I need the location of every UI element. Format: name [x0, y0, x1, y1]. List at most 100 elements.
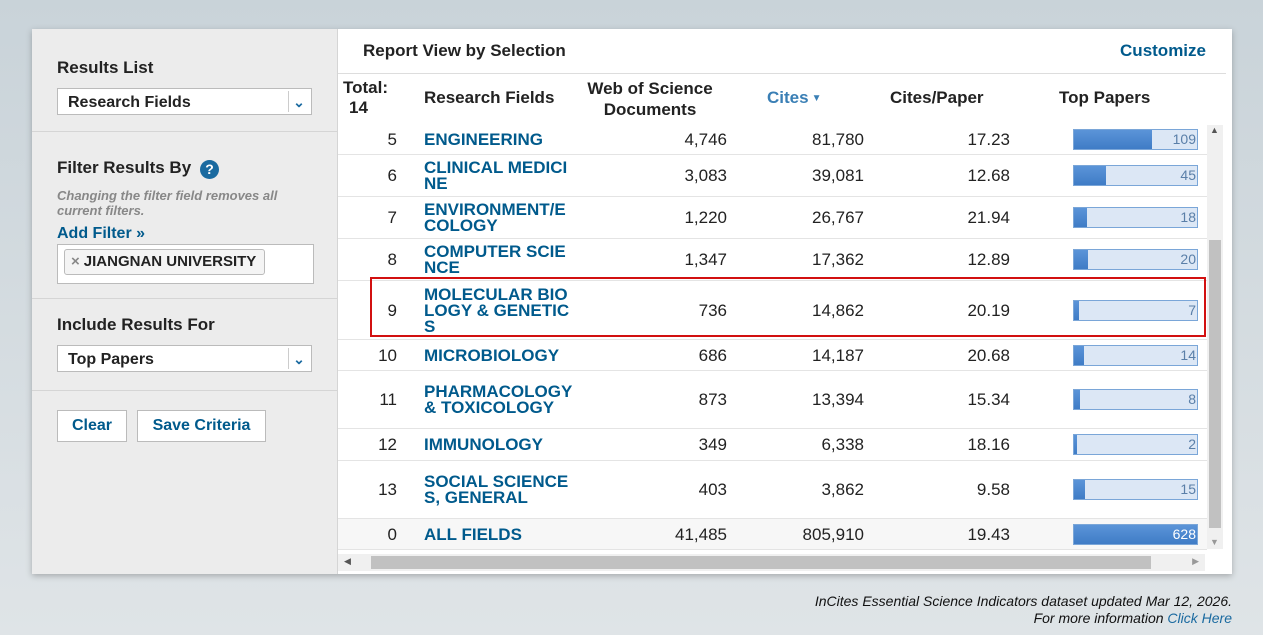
top-papers-bar[interactable]: 18 [1073, 207, 1198, 228]
header-cpp[interactable]: Cites/Paper [890, 88, 984, 107]
chip-remove[interactable]: × [71, 253, 80, 270]
cites: 39,081 [812, 166, 864, 185]
top-papers-bar[interactable]: 15 [1073, 479, 1198, 500]
field-name[interactable]: SOCIAL SCIENCES, GENERAL [424, 472, 569, 507]
top-papers-bar[interactable]: 2 [1073, 434, 1198, 455]
documents: 1,347 [684, 250, 727, 269]
scroll-up[interactable]: ▲ [1210, 125, 1219, 135]
field-link[interactable]: COMPUTER SCIENCE [424, 239, 574, 281]
field-link[interactable]: MOLECULAR BIOLOGY & GENETICS [424, 281, 574, 340]
scroll-right[interactable]: ▶ [1192, 556, 1199, 566]
rank: 5 [387, 130, 397, 149]
footer-more: For more information Click Here [815, 610, 1232, 627]
field-name[interactable]: PHARMACOLOGY & TOXICOLOGY [424, 382, 572, 417]
footer-link[interactable]: Click Here [1167, 610, 1232, 626]
field-link[interactable]: ENGINEERING [424, 125, 574, 155]
field-name[interactable]: MICROBIOLOGY [424, 345, 560, 365]
table-row: 7 ENVIRONMENT/ECOLOGY 1,220 26,767 21.94 18 [338, 197, 1207, 239]
table-row: 11 PHARMACOLOGY & TOXICOLOGY 873 13,394 15.3… [338, 371, 1207, 429]
bar-fill [1074, 130, 1152, 149]
save-button[interactable]: Save Criteria [137, 410, 266, 442]
header-cites-text: Cites [767, 88, 809, 107]
cites-per-paper: 19.43 [967, 524, 1010, 544]
panel: Results List Research Fields ⌄ Filter Res… [32, 29, 1232, 574]
top-papers-bar[interactable]: 14 [1073, 344, 1198, 366]
cites-per-paper: 12.89 [967, 250, 1010, 269]
table-row: 6 CLINICAL MEDICINE 3,083 39,081 12.68 45 [338, 155, 1207, 197]
top-papers-bar[interactable]: 7 [1073, 299, 1198, 321]
top-papers-bar[interactable]: 20 [1073, 249, 1198, 270]
rank: 11 [379, 390, 397, 409]
highlight-box [370, 277, 1206, 337]
header-top-papers[interactable]: Top Papers [1059, 88, 1151, 107]
field-link[interactable]: IMMUNOLOGY [424, 429, 574, 461]
bar-fill [1074, 208, 1087, 227]
report-title: Report View by Selection [363, 41, 566, 60]
dropdown[interactable]: Research Fields ⌄ [57, 88, 312, 115]
separator [32, 131, 337, 132]
help-icon[interactable]: ? [200, 160, 219, 179]
rank: 13 [378, 480, 397, 499]
add-filter[interactable]: Add Filter » [57, 225, 146, 242]
field-name[interactable]: ENGINEERING [424, 130, 544, 149]
horizontal-scrollbar[interactable]: ◀ ▶ [338, 554, 1205, 571]
field-link[interactable]: ENVIRONMENT/ECOLOGY [424, 197, 574, 239]
field-name[interactable]: IMMUNOLOGY [424, 435, 543, 454]
customize-link[interactable]: Customize [1120, 41, 1206, 60]
rank: 10 [378, 345, 397, 365]
field-link[interactable]: ALL FIELDS [424, 519, 574, 550]
scroll-thumb[interactable] [1209, 240, 1221, 528]
top-papers-bar[interactable]: 8 [1073, 389, 1198, 410]
top-papers-bar[interactable]: 45 [1073, 165, 1198, 186]
vertical-scrollbar[interactable]: ▲ ▼ [1207, 125, 1223, 549]
table-row: 12 IMMUNOLOGY 349 6,338 18.16 2 [338, 429, 1207, 461]
label: Results List [57, 58, 154, 77]
bar-fill [1074, 166, 1106, 185]
top-papers-bar[interactable]: 109 [1073, 129, 1198, 150]
scroll-down[interactable]: ▼ [1210, 537, 1219, 547]
bar-fill [1074, 250, 1089, 269]
documents: 736 [698, 300, 727, 320]
field-name[interactable]: COMPUTER SCIENCE [424, 242, 566, 277]
clear-button[interactable]: Clear [57, 410, 127, 442]
dropdown[interactable]: Top Papers ⌄ [57, 345, 312, 372]
documents: 403 [698, 480, 727, 499]
field-name[interactable]: CLINICAL MEDICINE [424, 158, 568, 193]
rank: 12 [378, 435, 397, 454]
header-documents[interactable]: Web of Science Documents [587, 79, 713, 119]
dropdown-value: Top Papers [68, 351, 154, 368]
bar-value: 20 [1180, 251, 1196, 267]
field-name[interactable]: ENVIRONMENT/ECOLOGY [424, 200, 566, 235]
field-link[interactable]: CLINICAL MEDICINE [424, 155, 574, 197]
field-link[interactable]: PHARMACOLOGY & TOXICOLOGY [424, 371, 574, 429]
bar-value: 18 [1180, 209, 1196, 225]
rank: 7 [387, 208, 397, 227]
scroll-thumb[interactable] [371, 556, 1151, 569]
sidebar: Results List Research Fields ⌄ Filter Res… [32, 29, 338, 574]
field-name[interactable]: ALL FIELDS [424, 524, 522, 544]
field-link[interactable]: MICROBIOLOGY [424, 340, 574, 371]
table-row: 0 ALL FIELDS 41,485 805,910 19.43 628 [338, 519, 1207, 550]
bar-value: 628 [1172, 525, 1196, 542]
header-field[interactable]: Research Fields [424, 88, 555, 107]
bar-value: 45 [1180, 167, 1196, 183]
field-link[interactable]: SOCIAL SCIENCES, GENERAL [424, 461, 574, 519]
sort-arrow: ▼ [811, 93, 822, 105]
field-name[interactable]: MOLECULAR BIOLOGY & GENETICS [424, 284, 570, 336]
top-papers-bar[interactable]: 628 [1073, 523, 1198, 545]
documents: 41,485 [675, 524, 727, 544]
cites: 14,862 [812, 300, 864, 320]
cites: 17,362 [812, 250, 864, 269]
rank: 9 [387, 300, 397, 320]
bar-value: 2 [1188, 436, 1196, 452]
bar-fill [1074, 480, 1085, 499]
scroll-left[interactable]: ◀ [344, 556, 351, 566]
note: Changing the filter field removes all cu… [57, 188, 278, 218]
header-cites[interactable]: Cites ▼ [767, 88, 821, 108]
dropdown-value: Research Fields [68, 94, 191, 111]
chevron: ⌄ [288, 91, 309, 112]
chevron: ⌄ [288, 348, 309, 369]
footer: InCites Essential Science Indicators dat… [815, 593, 1232, 627]
bar-value: 7 [1188, 301, 1196, 318]
